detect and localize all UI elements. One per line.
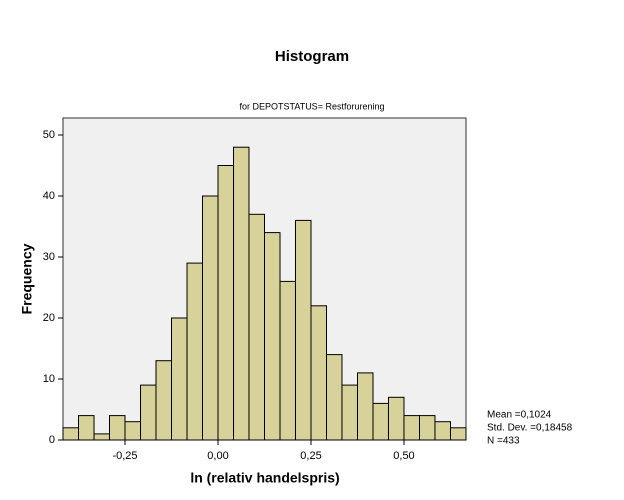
bar: [419, 415, 436, 441]
bar: [93, 433, 110, 441]
y-tick-label: 20: [43, 312, 55, 324]
stat-annotation: Std. Dev. =0,18458: [487, 423, 573, 434]
bar: [326, 354, 343, 441]
bar: [264, 232, 281, 441]
x-tick-label: 0,25: [300, 450, 321, 462]
bar: [279, 280, 296, 441]
y-tick-label: 40: [43, 190, 55, 202]
bar: [217, 165, 235, 441]
chart-subtitle: for DEPOTSTATUS= Restforurening: [240, 101, 385, 111]
y-axis-label: Frequency: [19, 243, 35, 314]
bar: [372, 402, 389, 441]
bar: [186, 262, 203, 441]
chart-title: Histogram: [275, 48, 349, 65]
bar: [233, 146, 250, 441]
x-tick-label: -0,25: [112, 450, 137, 462]
bar: [78, 415, 95, 441]
stat-annotation: N =433: [487, 436, 520, 447]
y-tick-label: 10: [43, 373, 55, 385]
bar: [140, 384, 157, 441]
bar: [310, 305, 328, 441]
bar: [201, 195, 219, 441]
bar: [403, 415, 421, 441]
y-tick-label: 30: [43, 251, 55, 263]
bar: [248, 213, 266, 441]
x-tick-label: 0,50: [393, 450, 414, 462]
stat-annotation: Mean =0,1024: [487, 410, 552, 421]
bar: [449, 427, 467, 441]
bar: [62, 427, 80, 441]
bar: [108, 415, 126, 441]
x-axis-label: ln (relativ handelspris): [190, 470, 339, 486]
plot-border: [62, 117, 467, 441]
bar: [356, 372, 374, 441]
bar: [387, 396, 405, 441]
y-tick-label: 50: [43, 129, 55, 141]
bar: [124, 421, 142, 441]
bar: [171, 317, 188, 441]
bar: [434, 421, 451, 441]
x-tick-label: 0,00: [207, 450, 228, 462]
bar: [155, 360, 173, 441]
bar: [341, 384, 358, 441]
y-tick-label: 0: [49, 434, 55, 446]
bar: [294, 219, 312, 441]
